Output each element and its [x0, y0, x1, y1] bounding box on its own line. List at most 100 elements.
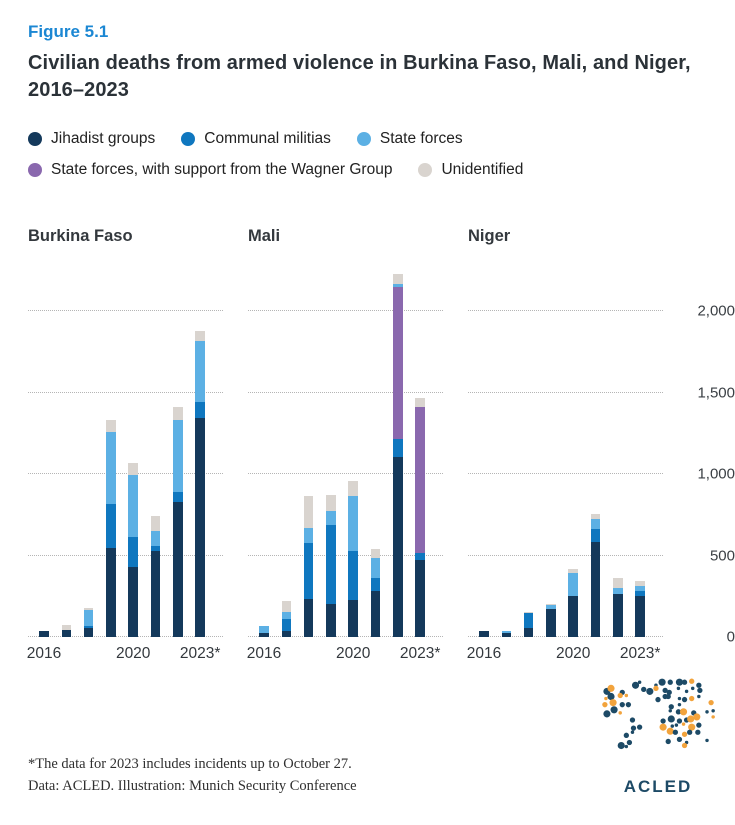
bar-2017: [501, 630, 512, 637]
y-tick-1000: 1,000: [697, 465, 735, 483]
y-axis-labels: 0 500 1,000 1,500 2,000: [689, 271, 735, 646]
segment-unidentified: [106, 419, 116, 432]
segment-communal: [303, 543, 314, 599]
x-tick-2016: 2016: [246, 645, 282, 662]
legend-label: Communal militias: [204, 130, 331, 147]
bar-2020: [348, 481, 358, 637]
x-tick-2016: 2016: [26, 645, 62, 662]
bar-2016: [479, 631, 489, 637]
chart-legend: Jihadist groups Communal militias State fo…: [28, 130, 735, 179]
segment-state: [303, 527, 314, 544]
bar-2023: [415, 398, 425, 637]
plot-area: [468, 271, 673, 637]
segment-unidentified: [281, 601, 292, 612]
acled-logo: ACLED: [582, 672, 734, 797]
legend-item-state: State forces: [356, 130, 463, 148]
figure-title: Civilian deaths from armed violence in B…: [28, 52, 691, 101]
bar-2016: [259, 626, 269, 637]
segment-communal: [106, 504, 116, 549]
footnote-line-2: Data: ACLED. Illustration: Munich Securi…: [28, 778, 357, 794]
segment-communal: [523, 613, 534, 628]
gridline-500: [28, 554, 223, 556]
segment-unidentified: [370, 549, 381, 559]
gridline-1500: [28, 391, 223, 393]
gridline-1000: [248, 473, 443, 474]
segment-unidentified: [173, 407, 183, 421]
gridline-0: [28, 636, 223, 637]
x-axis: 2016 2020 2023*: [467, 645, 673, 671]
legend-row-2: State forces, with support from the Wagn…: [28, 161, 735, 179]
x-tick-2020: 2020: [555, 645, 591, 662]
plot-area: [248, 271, 453, 637]
segment-unidentified: [635, 580, 645, 587]
segment-state: [326, 510, 336, 525]
gridline-1000: [468, 473, 663, 474]
segment-state: [259, 626, 269, 633]
panel-title: Mali: [248, 227, 281, 245]
legend-label: State forces, with support from the Wagn…: [51, 161, 393, 178]
bar-2020: [128, 463, 138, 637]
bar-2021: [150, 515, 161, 637]
segment-state: [281, 611, 292, 620]
bar-2022: [613, 578, 623, 637]
segment-wagner: [415, 407, 425, 554]
figure-number: Figure 5.1: [28, 22, 109, 41]
segment-jihadist: [128, 566, 138, 637]
bar-2021: [370, 549, 381, 637]
segment-unidentified: [546, 603, 556, 606]
x-tick-2020: 2020: [335, 645, 371, 662]
legend-label: Unidentified: [441, 161, 524, 178]
gridline-0: [468, 636, 663, 637]
y-tick-0: 0: [726, 628, 735, 646]
bar-2021: [590, 513, 601, 637]
segment-jihadist: [303, 598, 314, 637]
x-axis: 2016 2020 2023*: [246, 645, 453, 671]
segment-jihadist: [568, 596, 578, 637]
bar-2018: [523, 611, 534, 637]
bar-2017: [281, 601, 292, 637]
segment-unidentified: [415, 398, 425, 408]
gridline-0: [248, 636, 443, 637]
acled-globe-icon: [602, 678, 715, 750]
segment-state: [150, 531, 161, 546]
x-tick-2020: 2020: [115, 645, 151, 662]
gridline-2000: [28, 310, 223, 311]
segment-communal: [393, 439, 403, 457]
segment-unidentified: [83, 607, 94, 611]
segment-jihadist: [281, 631, 292, 637]
segment-state: [635, 586, 645, 591]
segment-unidentified: [393, 273, 403, 285]
panel-burkina-faso: Burkina Faso 2016 2020 2023*: [26, 221, 233, 671]
charts-row: Burkina Faso 2016 2020 2023* Mali 2016 2020 202…: [26, 221, 735, 671]
gridline-1500: [248, 391, 443, 393]
bar-2016: [39, 630, 49, 637]
segment-unidentified: [523, 611, 534, 614]
segment-state: [501, 630, 512, 633]
legend-item-communal: Communal militias: [181, 130, 331, 148]
panel-mali: Mali 2016 2020 2023*: [246, 221, 453, 671]
segment-jihadist: [479, 631, 489, 637]
segment-jihadist: [546, 609, 556, 637]
communal-legend-dot-icon: [181, 132, 196, 146]
wagner-legend-dot-icon: [28, 163, 42, 177]
segment-unidentified: [613, 578, 623, 589]
segment-unidentified: [195, 331, 205, 342]
gridline-1500: [468, 391, 663, 393]
segment-state: [568, 572, 578, 597]
segment-jihadist: [613, 593, 623, 637]
gridline-500: [248, 554, 443, 556]
segment-state: [370, 558, 381, 579]
segment-state: [590, 518, 601, 529]
segment-jihadist: [173, 501, 183, 637]
segment-jihadist: [150, 550, 161, 637]
segment-state: [83, 610, 94, 626]
segment-communal: [173, 491, 183, 502]
footnote-line-1: *The data for 2023 includes incidents up…: [28, 756, 352, 772]
acled-logo-text: ACLED: [623, 777, 693, 796]
panel-niger: Niger 2016 2020 2023*: [467, 221, 673, 671]
bar-2020: [568, 569, 578, 637]
segment-jihadist: [195, 417, 205, 637]
segment-unidentified: [128, 463, 138, 475]
segment-unidentified: [303, 496, 314, 528]
